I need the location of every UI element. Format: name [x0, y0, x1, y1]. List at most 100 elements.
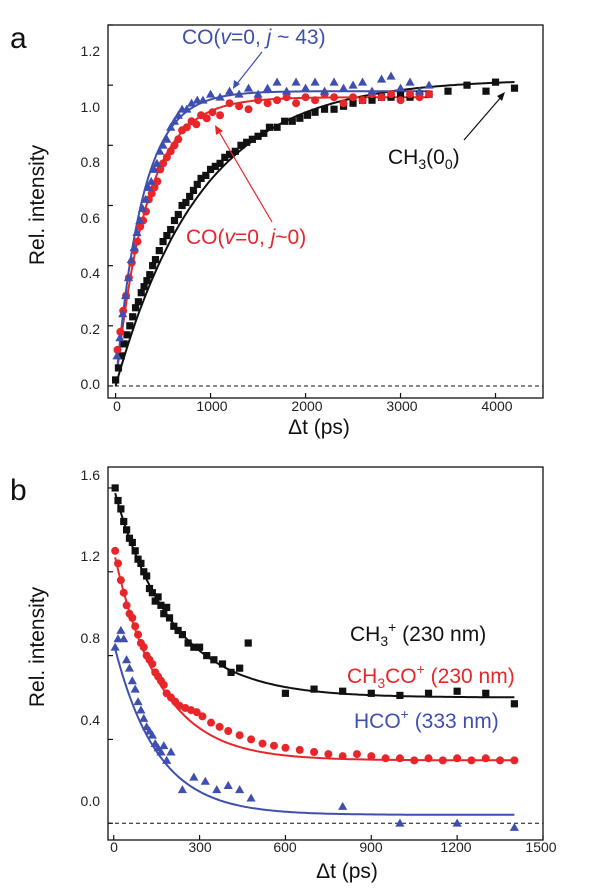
- data-point-circle: [148, 659, 157, 668]
- data-point-circle: [116, 327, 125, 336]
- data-point-circle: [150, 183, 159, 192]
- data-point-triangle: [246, 793, 256, 802]
- panel-a-x-ticks: [114, 393, 497, 398]
- data-point-triangle: [198, 95, 208, 104]
- data-point-circle: [273, 96, 282, 105]
- data-point-square: [149, 262, 157, 270]
- panel-a-annotation-red: CO(v=0, j~0): [186, 125, 306, 249]
- data-point-triangle: [319, 86, 330, 95]
- data-point-square: [260, 129, 268, 137]
- data-point-triangle: [173, 110, 183, 119]
- data-point-triangle: [357, 77, 368, 86]
- data-point-square: [349, 99, 357, 107]
- data-point-square: [145, 584, 154, 593]
- data-point-square: [137, 289, 145, 297]
- data-point-square: [151, 597, 159, 605]
- panel-a-y-tick-label: 0.2: [81, 321, 101, 337]
- data-point-square: [143, 572, 151, 580]
- panel-a-x-tick-label: 3000: [386, 398, 417, 414]
- annotation-co-j0-arrowhead: [215, 125, 223, 135]
- data-point-square: [178, 201, 186, 210]
- fit-curve-black: [114, 81, 515, 387]
- data-point-square: [202, 171, 210, 180]
- data-point-circle: [387, 90, 396, 99]
- data-point-circle: [111, 546, 120, 555]
- data-point-triangle: [348, 80, 358, 89]
- data-point-triangle: [129, 242, 139, 252]
- data-point-triangle: [329, 77, 339, 86]
- data-point-square: [186, 192, 194, 201]
- panel-b-x-tick-label: 0: [110, 839, 118, 855]
- annotation-ch3-plus: CH3+ (230 nm): [350, 619, 486, 649]
- panel-b-y-tick-label: 1.2: [81, 548, 101, 564]
- data-point-square: [134, 298, 142, 306]
- data-point-square: [463, 81, 471, 89]
- data-point-circle: [224, 727, 233, 736]
- data-point-circle: [295, 745, 304, 754]
- data-point-square: [482, 689, 490, 697]
- panel-b-x-tick-label: 900: [359, 839, 383, 855]
- data-point-circle: [438, 756, 447, 765]
- annotation-ch3co-plus: CH3CO+ (230 nm): [347, 661, 515, 691]
- panel-b-y-tick-label: 1.6: [81, 467, 101, 483]
- data-point-circle: [182, 123, 191, 132]
- panel-a-y-tick-label: 0.6: [81, 210, 101, 226]
- panel-b-y-ticks: [108, 487, 113, 824]
- data-point-square: [330, 105, 338, 113]
- data-point-circle: [162, 153, 171, 162]
- data-point-square: [174, 210, 182, 219]
- data-point-circle: [281, 743, 290, 752]
- data-point-square: [165, 614, 174, 622]
- data-point-circle: [338, 752, 347, 761]
- data-point-square: [126, 322, 134, 330]
- data-point-square: [143, 277, 151, 285]
- panel-b-data-points: [110, 484, 519, 831]
- data-point-circle: [225, 99, 234, 108]
- data-point-circle: [496, 756, 505, 765]
- data-point-circle: [170, 141, 179, 150]
- data-point-triangle: [122, 655, 132, 664]
- data-point-square: [195, 643, 204, 651]
- data-point-triangle: [243, 83, 254, 92]
- data-point-square: [178, 631, 187, 639]
- data-point-square: [254, 132, 262, 140]
- data-point-circle: [235, 731, 244, 740]
- data-point-triangle: [162, 755, 172, 764]
- data-point-circle: [396, 96, 405, 105]
- data-point-circle: [159, 680, 168, 689]
- data-point-circle: [254, 96, 263, 105]
- data-point-square: [182, 198, 190, 207]
- data-point-square: [123, 526, 131, 534]
- data-point-square: [114, 364, 123, 372]
- data-point-square: [146, 271, 154, 279]
- data-point-circle: [208, 108, 217, 117]
- data-point-triangle: [152, 158, 162, 167]
- data-point-square: [244, 639, 252, 647]
- panel-b-x-tick-labels: 0 300 600 900 1200 1500: [110, 839, 557, 855]
- data-point-square: [117, 505, 125, 513]
- data-point-circle: [244, 105, 253, 114]
- panel-b-y-tick-label: 0.8: [81, 630, 101, 646]
- data-point-triangle: [291, 77, 301, 86]
- data-point-square: [120, 517, 128, 526]
- data-point-triangle: [215, 92, 225, 101]
- panel-a-y-ticks: [108, 24, 113, 387]
- annotation-co-j0-arrow: [217, 129, 273, 223]
- data-point-triangle: [138, 203, 148, 212]
- data-point-square: [265, 123, 274, 131]
- data-point-square: [137, 559, 145, 567]
- data-point-square: [273, 123, 281, 131]
- data-point-square: [189, 186, 198, 195]
- data-point-square: [131, 304, 140, 312]
- data-point-triangle: [136, 705, 146, 714]
- annotation-co-j43: CO(v=0, j ~ 43): [182, 26, 326, 49]
- data-point-triangle: [147, 730, 157, 739]
- data-point-triangle: [166, 747, 176, 756]
- panel-a-y-tick-label: 1.2: [81, 43, 101, 59]
- data-point-circle: [166, 147, 175, 156]
- data-point-square: [148, 589, 156, 597]
- data-point-triangle: [132, 227, 142, 237]
- panel-b-y-tick-labels: 0.0 0.4 0.8 1.2 1.6: [81, 467, 101, 809]
- data-point-triangle: [162, 134, 172, 143]
- annotation-ch3-arrowhead: [497, 92, 505, 101]
